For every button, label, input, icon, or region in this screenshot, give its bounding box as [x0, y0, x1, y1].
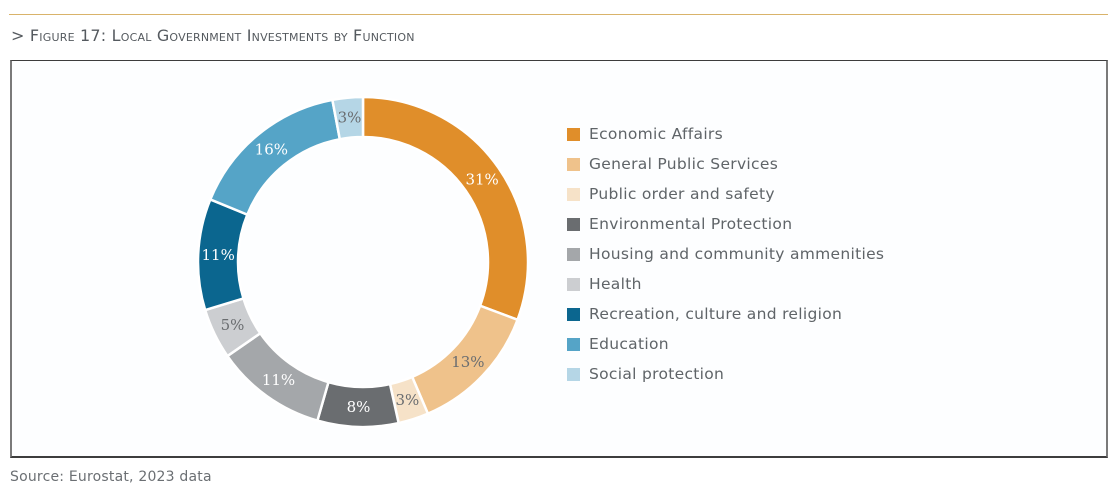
donut-slice: [330, 95, 365, 141]
legend-item: Social protection: [567, 364, 884, 394]
legend-item: Health: [567, 274, 884, 304]
legend-swatch: [567, 248, 580, 261]
slice-value-label: 11%: [262, 371, 295, 389]
legend-item: Public order and safety: [567, 184, 884, 214]
legend-swatch: [567, 338, 580, 351]
legend-label: Social protection: [589, 365, 725, 383]
slice-value-label: 5%: [221, 316, 245, 334]
legend-item: General Public Services: [567, 154, 884, 184]
slice-value-label: 11%: [201, 246, 234, 264]
legend-label: General Public Services: [589, 155, 779, 173]
legend-label: Public order and safety: [589, 185, 775, 203]
legend-swatch: [567, 308, 580, 321]
source-note: Source: Eurostat, 2023 data: [10, 469, 212, 485]
legend-label: Economic Affairs: [589, 125, 723, 143]
legend-item: Education: [567, 334, 884, 364]
donut-slice: [361, 95, 530, 322]
legend-label: Housing and community ammenities: [589, 245, 885, 263]
title-text: Figure 17: Local Government Investments …: [29, 26, 415, 45]
figure-title: > Figure 17: Local Government Investment…: [11, 26, 415, 45]
legend-swatch: [567, 218, 580, 231]
slice-value-label: 13%: [451, 353, 484, 371]
legend-label: Health: [589, 275, 642, 293]
slice-value-label: 3%: [395, 391, 419, 409]
slice-value-label: 31%: [465, 170, 498, 188]
legend-swatch: [567, 188, 580, 201]
legend-label: Education: [589, 335, 669, 353]
slice-value-label: 16%: [255, 141, 288, 159]
legend-item: Environmental Protection: [567, 214, 884, 244]
title-prefix: >: [11, 26, 25, 45]
legend-item: Housing and community ammenities: [567, 244, 884, 274]
legend-label: Environmental Protection: [589, 215, 793, 233]
slice-value-label: 8%: [347, 398, 371, 416]
legend: Economic Affairs General Public Services P…: [567, 124, 884, 394]
header-rule: [9, 14, 1108, 15]
legend-swatch: [567, 368, 580, 381]
legend-swatch: [567, 278, 580, 291]
legend-swatch: [567, 128, 580, 141]
legend-item: Recreation, culture and religion: [567, 304, 884, 334]
slice-value-label: 3%: [338, 109, 362, 127]
chart-frame: [10, 60, 1108, 458]
donut-slices: [196, 95, 530, 429]
legend-item: Economic Affairs: [567, 124, 884, 154]
legend-swatch: [567, 158, 580, 171]
donut-slice-labels: 31% 13% 3% 8% 11% 5% 11% 16% 3%: [201, 109, 498, 416]
legend-label: Recreation, culture and religion: [589, 305, 843, 323]
